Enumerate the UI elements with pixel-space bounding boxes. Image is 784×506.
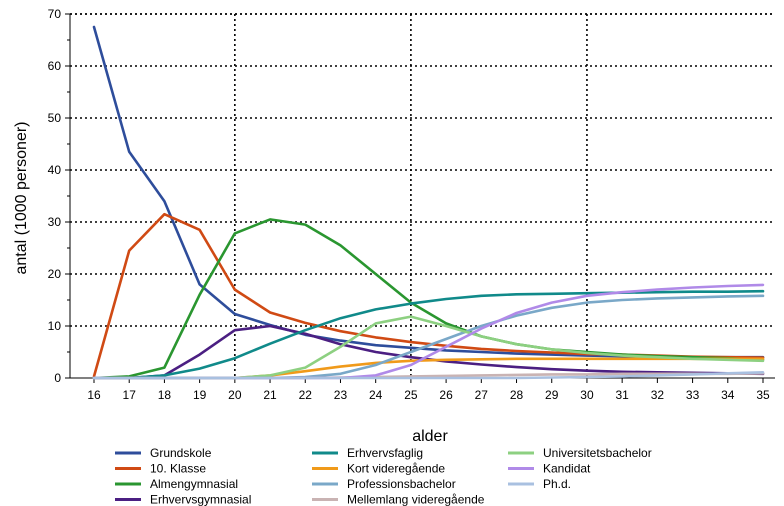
x-tick-label: 29	[545, 388, 559, 402]
x-tick-label: 21	[263, 388, 277, 402]
x-tick-label: 31	[615, 388, 629, 402]
legend-label-universitetsbachelor: Universitetsbachelor	[543, 446, 652, 460]
legend-label-grundskole: Grundskole	[150, 446, 212, 460]
x-tick-label: 32	[651, 388, 665, 402]
y-tick-label: 40	[48, 163, 62, 177]
x-axis-label: alder	[412, 428, 448, 445]
legend-label-almengymnasial: Almengymnasial	[150, 477, 238, 491]
legend-label-kort-videregående: Kort videregående	[347, 462, 445, 476]
y-tick-label: 60	[48, 59, 62, 73]
axes: 0 10 20 30 40 50 60 70 16 17 18 19 20 21 22 23 24 25 26 27 2…	[48, 7, 775, 402]
x-tick-label: 23	[334, 388, 348, 402]
x-tick-label: 18	[158, 388, 172, 402]
y-axis-label: antal (1000 personer)	[13, 122, 30, 275]
series-line-erhvervsfaglig	[92, 289, 765, 380]
x-tick-label: 35	[756, 388, 770, 402]
legend-label-erhvervsgymnasial: Erhvervsgymnasial	[150, 493, 251, 506]
x-tick-label: 33	[686, 388, 700, 402]
legend-label-mellemlang-videregående: Mellemlang videregående	[347, 493, 485, 506]
legend-label-professionsbachelor: Professionsbachelor	[347, 477, 456, 491]
x-tick-label: 27	[475, 388, 489, 402]
legend-label-kandidat: Kandidat	[543, 462, 591, 476]
series-line-ph-d-	[92, 370, 765, 380]
series-lines	[92, 25, 765, 380]
grid	[70, 13, 775, 378]
series-line-10-klasse	[92, 212, 765, 378]
x-tick-label: 22	[299, 388, 313, 402]
y-tick-label: 10	[48, 319, 62, 333]
x-tick-label: 30	[580, 388, 594, 402]
x-tick-label: 28	[510, 388, 524, 402]
x-tick-label: 25	[404, 388, 418, 402]
x-tick-label: 24	[369, 388, 383, 402]
x-tick-label: 26	[439, 388, 453, 402]
y-tick-label: 30	[48, 215, 62, 229]
x-tick-label: 17	[123, 388, 137, 402]
x-tick-label: 19	[193, 388, 207, 402]
legend-label-erhvervsfaglig: Erhvervsfaglig	[347, 446, 423, 460]
y-tick-label: 0	[54, 371, 61, 385]
legend-label-ph-d-: Ph.d.	[543, 477, 571, 491]
legend-label-10-klasse: 10. Klasse	[150, 462, 206, 476]
x-tick-label: 20	[228, 388, 242, 402]
x-tick-label: 16	[87, 388, 101, 402]
y-tick-label: 50	[48, 111, 62, 125]
x-tick-label: 34	[721, 388, 735, 402]
y-tick-label: 70	[48, 7, 62, 21]
y-tick-label: 20	[48, 267, 62, 281]
